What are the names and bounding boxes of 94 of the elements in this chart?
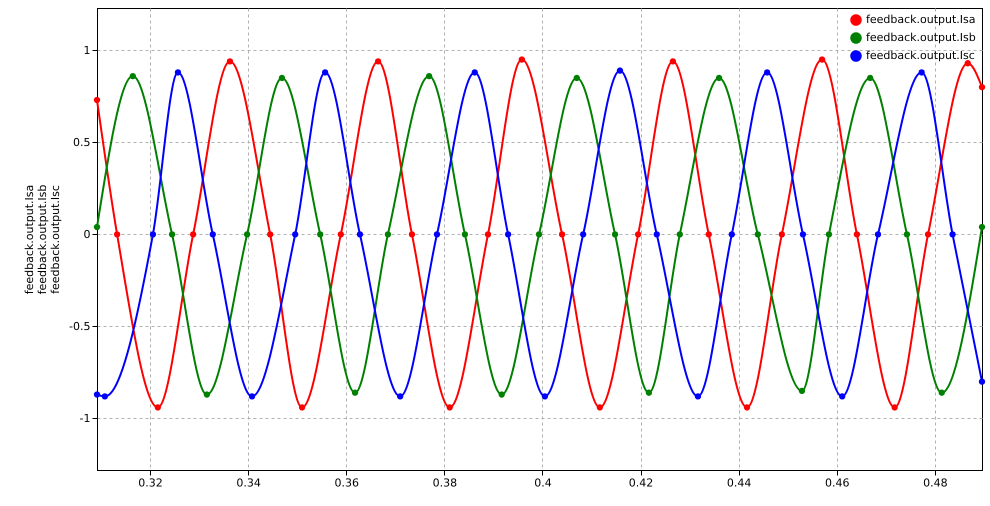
point — [446, 404, 453, 411]
point — [978, 378, 986, 385]
point — [646, 390, 652, 396]
point — [818, 56, 826, 63]
point — [716, 74, 722, 82]
point — [174, 69, 182, 76]
point — [130, 72, 136, 80]
point — [949, 231, 956, 238]
point — [764, 69, 770, 76]
x-tick-label: 0.4 — [534, 476, 552, 490]
point — [426, 72, 432, 80]
point — [190, 231, 196, 238]
point — [168, 231, 176, 238]
point — [892, 404, 898, 411]
x-tick-label: 0.44 — [726, 476, 752, 490]
point — [154, 404, 161, 411]
point — [670, 58, 676, 65]
point — [874, 231, 882, 238]
x-tick-label: 0.36 — [334, 476, 359, 490]
point — [924, 231, 932, 238]
point — [596, 404, 604, 411]
point — [706, 231, 712, 238]
point — [574, 74, 580, 82]
point — [778, 231, 786, 238]
point — [267, 231, 274, 238]
y-tick-label: 0.5 — [73, 136, 90, 149]
point — [484, 231, 492, 238]
point — [798, 388, 806, 394]
point — [580, 231, 586, 238]
point — [317, 231, 324, 238]
point — [938, 390, 945, 396]
point — [918, 69, 925, 76]
point — [498, 391, 505, 398]
point — [634, 231, 642, 238]
point — [384, 231, 392, 238]
x-tick-label: 0.32 — [138, 476, 163, 490]
point — [298, 404, 306, 411]
x-tick-label: 0.34 — [236, 476, 261, 490]
point — [322, 69, 328, 76]
y-axis-title: feedback.output.Isa feedback.output.Isb feedback.output.Isc — [23, 184, 62, 294]
legend-label: feedback.output.Isa — [866, 13, 976, 26]
legend-label: feedback.output.Isc — [866, 49, 975, 62]
point — [102, 393, 108, 400]
y-tick-label: -0.5 — [69, 320, 90, 333]
x-tick-label: 0.38 — [432, 476, 458, 490]
point — [518, 56, 525, 63]
point — [374, 58, 382, 65]
point — [694, 393, 702, 400]
point — [558, 231, 566, 238]
point — [472, 69, 478, 76]
point — [654, 231, 660, 238]
y-tick-label: 1 — [84, 44, 90, 57]
point — [114, 231, 120, 238]
point — [800, 231, 806, 238]
point — [94, 96, 100, 104]
point — [744, 404, 750, 411]
point — [397, 393, 404, 400]
point — [616, 67, 624, 74]
point — [536, 231, 542, 238]
point — [94, 224, 100, 230]
x-tick-label: 0.48 — [923, 476, 948, 490]
point — [904, 231, 910, 238]
point — [204, 391, 210, 398]
x-tick-label: 0.42 — [628, 476, 654, 490]
point — [210, 231, 216, 238]
point — [356, 231, 364, 238]
point — [854, 231, 860, 238]
point — [226, 58, 234, 65]
point — [826, 231, 832, 238]
point — [612, 231, 618, 238]
point — [728, 231, 735, 238]
point — [292, 231, 298, 238]
y-tick-label: -1 — [80, 412, 90, 425]
point — [338, 231, 344, 238]
point — [542, 393, 548, 400]
point — [978, 84, 986, 90]
point — [248, 393, 256, 400]
point — [150, 231, 156, 238]
legend-label: feedback.output.Isb — [866, 31, 976, 44]
y-tick-label: 0 — [84, 228, 90, 241]
point — [462, 231, 468, 238]
point — [352, 390, 358, 396]
point — [244, 231, 250, 238]
point — [278, 74, 286, 82]
point — [408, 231, 416, 238]
point — [839, 393, 846, 400]
point — [434, 231, 440, 238]
point — [978, 224, 986, 230]
point — [754, 231, 761, 238]
point — [94, 391, 100, 398]
x-tick-label: 0.46 — [825, 476, 850, 490]
point — [676, 231, 683, 238]
point — [504, 231, 512, 238]
point — [866, 74, 874, 82]
